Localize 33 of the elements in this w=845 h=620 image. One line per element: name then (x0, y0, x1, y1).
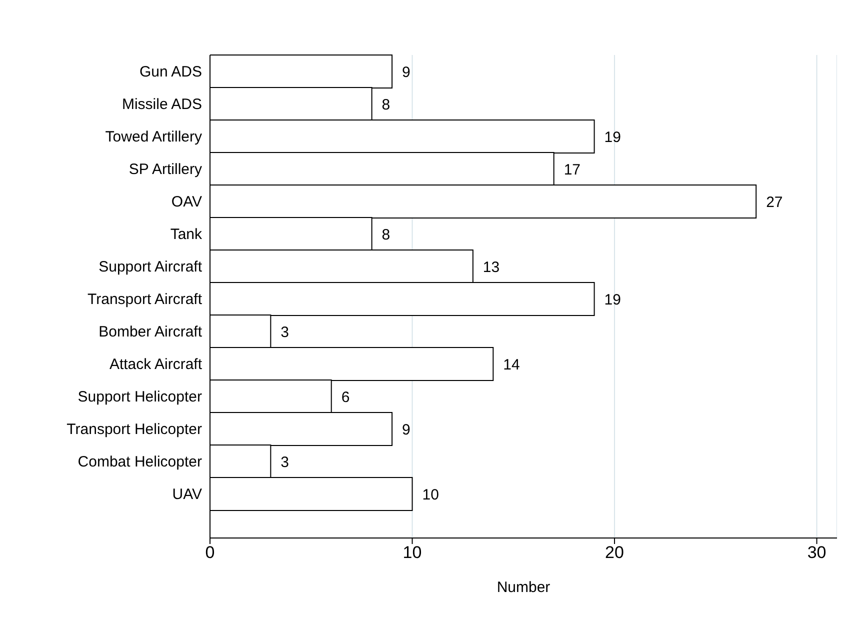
x-axis-title: Number (496, 579, 550, 596)
y-tick-label: Bomber Aircraft (98, 324, 203, 341)
data-label: 13 (482, 258, 500, 276)
data-label: 10 (422, 486, 439, 504)
data-label: 8 (382, 226, 390, 244)
y-tick-label: Tank (170, 226, 202, 244)
y-tick-label: Attack Aircraft (109, 356, 203, 374)
data-label: 19 (604, 128, 621, 146)
y-tick-label: UAV (172, 486, 202, 504)
y-tick-label: Combat Helicopter (78, 454, 202, 471)
data-label: 3 (280, 454, 290, 471)
data-label: 3 (280, 324, 290, 341)
data-label: 8 (382, 96, 390, 114)
data-label: 17 (564, 161, 581, 178)
x-tick-label: 30 (807, 543, 826, 562)
y-tick-label: Gun ADS (139, 64, 202, 81)
x-tick-label: 0 (205, 543, 215, 562)
data-label: 6 (341, 388, 350, 406)
y-tick-label: Missile ADS (122, 96, 202, 114)
data-label: 14 (503, 356, 520, 374)
y-tick-label: Towed Artillery (105, 128, 202, 146)
x-tick-label: 20 (605, 543, 624, 562)
data-label: 9 (402, 421, 410, 438)
x-tick-label: 10 (402, 543, 422, 562)
y-tick-label: Support Helicopter (78, 388, 202, 406)
y-tick-label: Support Aircraft (98, 258, 203, 276)
data-label: 27 (766, 194, 783, 211)
y-tick-label: Transport Helicopter (66, 421, 202, 438)
y-tick-label: Transport Aircraft (88, 291, 203, 308)
y-tick-label: SP Artillery (128, 161, 202, 178)
y-tick-label: OAV (171, 194, 202, 211)
data-label: 19 (604, 291, 621, 308)
data-label: 9 (402, 64, 410, 81)
